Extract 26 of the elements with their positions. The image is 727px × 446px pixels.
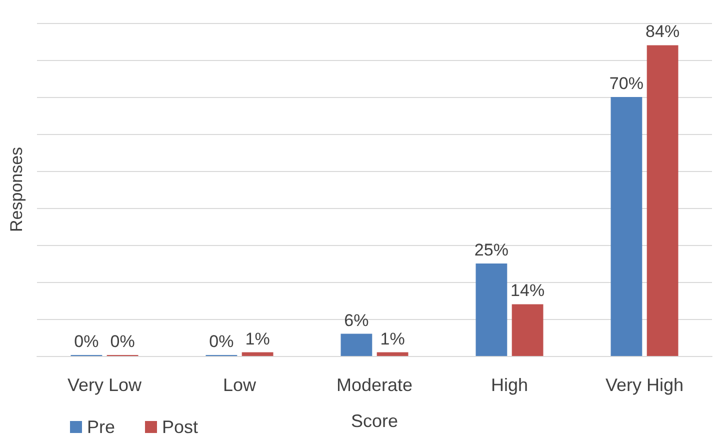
data-label: 25%	[474, 240, 508, 260]
data-label: 6%	[344, 310, 369, 330]
x-tick-label: Low	[222, 375, 258, 395]
y-axis-title: Responses	[7, 146, 26, 232]
x-axis-title: Score	[350, 411, 398, 431]
data-label: 70%	[609, 74, 644, 93]
data-label: 0%	[110, 332, 135, 351]
data-label: 1%	[380, 329, 405, 348]
x-tick-label: High	[490, 375, 528, 395]
bar	[476, 264, 508, 356]
bar	[242, 352, 274, 356]
x-tick-label: Moderate	[336, 375, 413, 395]
x-tick-label: Very High	[605, 375, 684, 395]
data-label: 14%	[510, 281, 545, 300]
bar	[376, 352, 408, 356]
bar	[340, 334, 372, 356]
bar	[610, 97, 642, 356]
data-label: 84%	[646, 22, 680, 42]
legend-label: Pre	[87, 417, 116, 437]
legend-label: Post	[162, 417, 198, 437]
bar	[646, 45, 678, 356]
data-label: 0%	[74, 332, 99, 351]
x-tick-label: Very Low	[67, 375, 143, 395]
data-label: 1%	[245, 329, 270, 348]
bar	[512, 304, 544, 356]
data-label: 0%	[209, 332, 234, 351]
